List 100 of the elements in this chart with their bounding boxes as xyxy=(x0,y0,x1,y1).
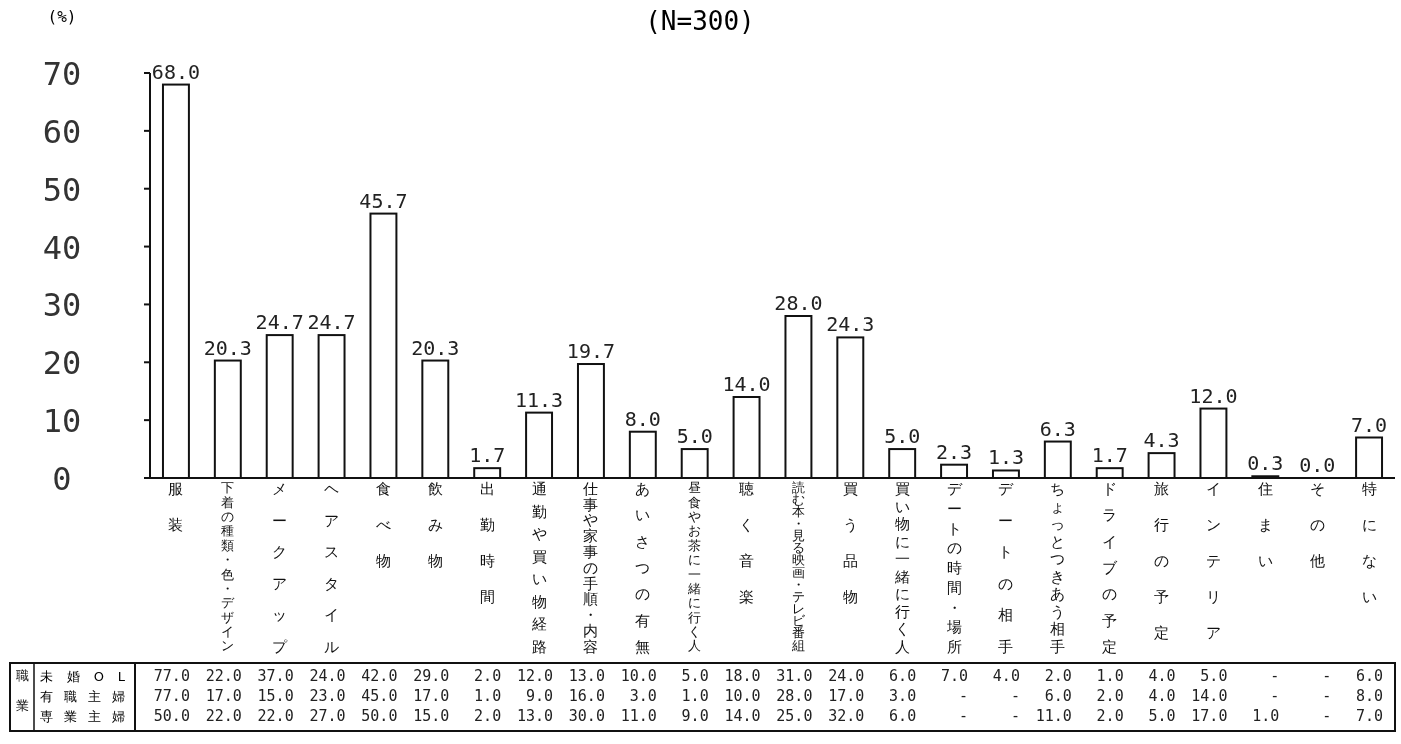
text: 22.0 xyxy=(257,707,294,725)
text: 24.0 xyxy=(828,667,865,685)
text: 6.0 xyxy=(1044,687,1072,705)
data-label: 20.3 xyxy=(203,335,252,360)
text: 14.0 xyxy=(724,707,761,725)
category-label: 仕事や家事の手順・内容 xyxy=(583,479,599,655)
text: 7.0 xyxy=(940,667,969,685)
text: 2.0 xyxy=(474,667,502,685)
data-label: 68.0 xyxy=(151,59,201,84)
text: 17.0 xyxy=(828,687,865,705)
text: 3.0 xyxy=(629,687,657,705)
category-label: ちょっとつきあう相手 xyxy=(1050,480,1066,656)
y-tick-label: 70 xyxy=(42,55,82,93)
text: 14.0 xyxy=(1191,687,1228,705)
data-label: 1.7 xyxy=(1091,443,1128,468)
text: 11.0 xyxy=(620,707,657,725)
data-label: 8.0 xyxy=(624,406,661,431)
data-label: 0.3 xyxy=(1247,451,1284,476)
text: 37.0 xyxy=(257,667,294,685)
data-label: 0.0 xyxy=(1299,453,1336,477)
text: 4.0 xyxy=(1148,667,1176,685)
text: 42.0 xyxy=(361,667,398,685)
text: - xyxy=(1010,707,1020,725)
text: 7.0 xyxy=(1355,707,1384,725)
category-label: 特にない xyxy=(1361,480,1377,606)
text: - xyxy=(1010,687,1020,705)
text: 10.0 xyxy=(724,687,761,705)
data-label: 19.7 xyxy=(566,339,616,364)
x-tick-label: 通勤や買い物経路 xyxy=(530,480,547,656)
text: 職業 xyxy=(15,668,29,713)
text: 専業主婦 xyxy=(40,709,125,724)
data-label: 11.3 xyxy=(514,387,564,412)
text: 5.0 xyxy=(1148,707,1176,725)
text: 未婚OL xyxy=(40,669,126,684)
data-label: 5.0 xyxy=(676,424,713,449)
text: 8.0 xyxy=(1355,687,1384,705)
text: 2.0 xyxy=(1044,667,1072,685)
y-axis-title: (%) xyxy=(47,7,77,26)
text: 10.0 xyxy=(620,667,657,685)
text: 2.0 xyxy=(474,707,502,725)
category-label: 出勤時間 xyxy=(479,480,495,606)
category-label: 下着の種類・色・デザイン xyxy=(221,480,235,654)
x-tick-label: ヘアスタイル xyxy=(324,480,340,656)
y-tick-label: 50 xyxy=(42,170,82,209)
data-label: 2.3 xyxy=(936,439,973,464)
text: 13.0 xyxy=(568,667,605,685)
category-label: 飲み物 xyxy=(427,480,443,570)
text: 17.0 xyxy=(205,687,242,705)
category-label: その他 xyxy=(1309,480,1325,570)
text: 23.0 xyxy=(309,687,346,705)
category-label: デートの時間・場所 xyxy=(946,480,962,656)
text: 24.0 xyxy=(309,667,346,685)
text: 9.0 xyxy=(525,687,554,705)
data-label: 24.7 xyxy=(255,310,304,335)
text: - xyxy=(1270,667,1280,685)
text: 30.0 xyxy=(568,707,605,725)
x-tick-label: あいさつの有無 xyxy=(635,480,651,656)
y-tick-label: 40 xyxy=(42,228,82,267)
text: 9.0 xyxy=(681,707,709,725)
text: 31.0 xyxy=(776,667,813,685)
text: 4.0 xyxy=(1148,687,1176,705)
text: - xyxy=(959,707,969,725)
text: 15.0 xyxy=(413,707,450,725)
y-tick-label: 0 xyxy=(52,460,72,498)
data-label: 12.0 xyxy=(1189,383,1238,408)
text: 2.0 xyxy=(1096,707,1124,725)
data-label: 20.3 xyxy=(411,335,460,360)
text: 1.0 xyxy=(1252,707,1280,725)
category-label: 住まい xyxy=(1257,480,1273,570)
data-label: 4.3 xyxy=(1143,428,1180,453)
text: - xyxy=(959,687,969,705)
text: 11.0 xyxy=(1035,707,1072,725)
data-label: 7.0 xyxy=(1351,412,1388,437)
text: 77.0 xyxy=(153,687,190,705)
text: 4.0 xyxy=(992,667,1020,685)
category-label: 服装 xyxy=(168,480,184,534)
category-label: 読む本・見る映画・テレビ番組 xyxy=(791,479,805,653)
x-tick-label: デートの相手 xyxy=(998,480,1015,656)
x-tick-label: ドライブの予定 xyxy=(1102,480,1119,656)
category-label: 食べ物 xyxy=(375,480,391,570)
y-tick-label: 60 xyxy=(42,112,82,151)
text: 3.0 xyxy=(889,687,917,705)
data-label: 24.3 xyxy=(826,312,875,337)
text: 45.0 xyxy=(361,687,398,705)
text: 50.0 xyxy=(361,707,398,725)
category-label: インテリア xyxy=(1205,480,1221,642)
text: 29.0 xyxy=(413,667,450,685)
data-label: 14.0 xyxy=(722,372,771,396)
data-label: 45.7 xyxy=(359,188,408,213)
text: - xyxy=(1322,687,1332,705)
text: - xyxy=(1322,667,1332,685)
data-label: 28.0 xyxy=(774,291,823,315)
data-label: 1.7 xyxy=(469,443,506,468)
text: 12.0 xyxy=(516,667,554,685)
text: - xyxy=(1270,687,1280,705)
data-label: 1.3 xyxy=(987,445,1024,470)
y-tick-label: 30 xyxy=(42,286,82,325)
text: 13.0 xyxy=(516,707,554,725)
text: 有職主婦 xyxy=(40,689,125,704)
category-label: 昼食やお茶に一緒に行く人 xyxy=(688,480,702,654)
